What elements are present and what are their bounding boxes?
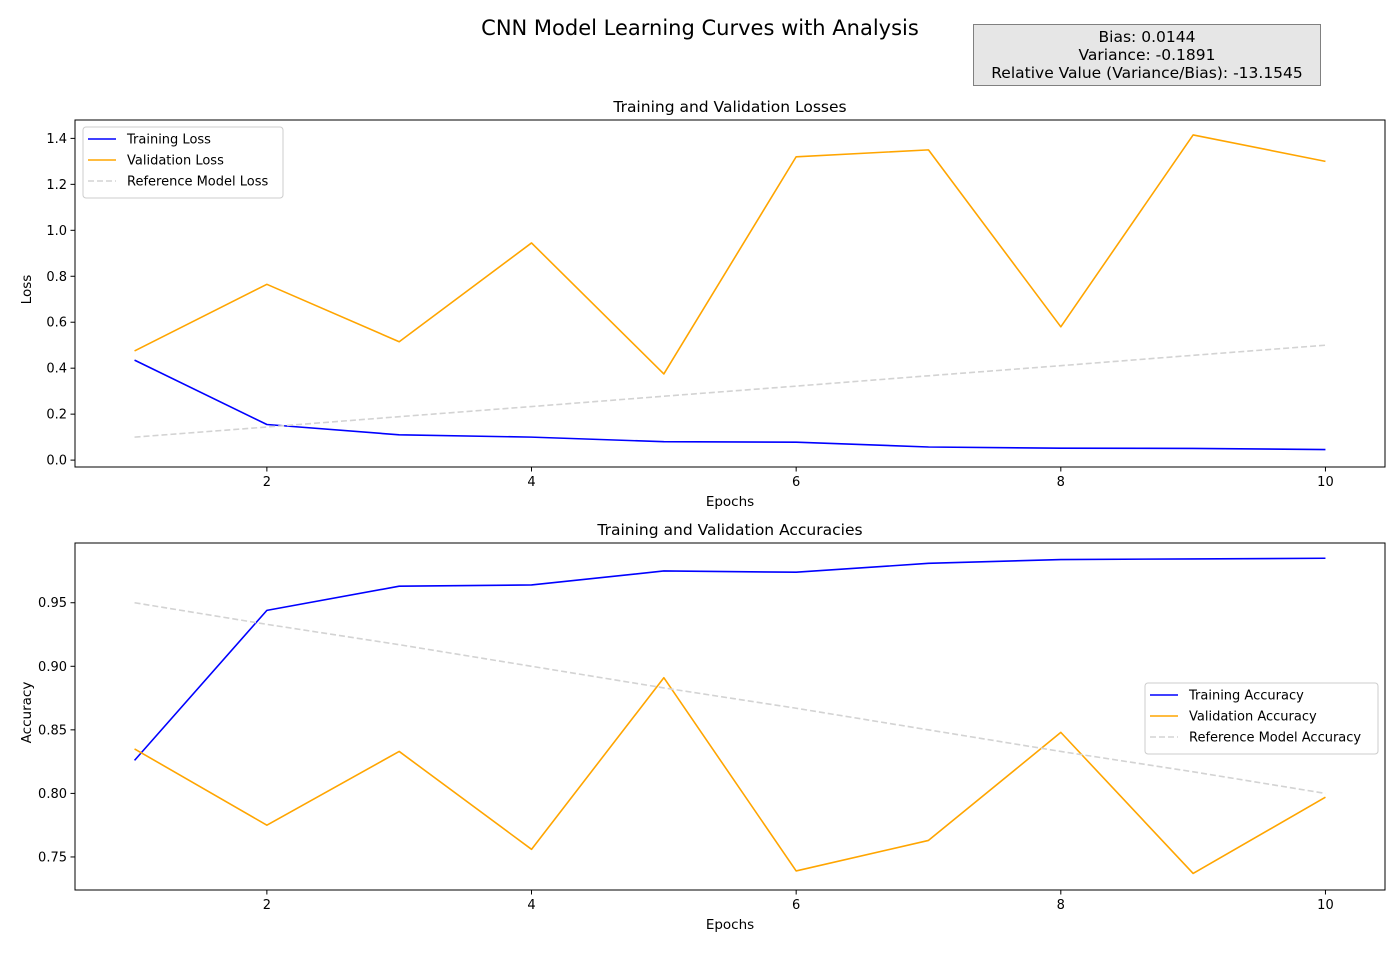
loss-xtick-label: 6	[792, 475, 800, 490]
acc-ytick-label: 0.90	[38, 660, 67, 675]
loss-ytick-label: 1.2	[46, 178, 67, 193]
loss-ytick-label: 1.4	[46, 132, 67, 147]
acc-legend-label-validation-accuracy: Validation Accuracy	[1189, 710, 1317, 725]
loss-ytick-label: 0.4	[46, 362, 67, 377]
loss-legend-label-validation-loss: Validation Loss	[127, 154, 224, 169]
acc-series-reference-model-accuracy	[134, 601, 1326, 795]
loss-chart-title: Training and Validation Losses	[612, 98, 846, 116]
loss-legend-label-reference-model-loss: Reference Model Loss	[127, 175, 269, 190]
loss-ytick-label: 0.6	[46, 316, 67, 331]
loss-series-training-loss	[134, 359, 1326, 451]
loss-legend-label-training-loss: Training Loss	[126, 133, 211, 148]
loss-xtick-label: 4	[527, 475, 535, 490]
loss-xtick-label: 2	[263, 475, 271, 490]
acc-xtick-label: 2	[263, 898, 271, 913]
loss-chart: Training and Validation Losses 2 4 6 8 10 0.0 0…	[19, 98, 1386, 510]
acc-ytick-label: 0.80	[38, 787, 67, 802]
loss-xtick-label: 10	[1317, 475, 1334, 490]
loss-ytick-label: 0.2	[46, 408, 67, 423]
acc-ytick-label: 0.85	[38, 723, 67, 738]
acc-legend-label-training-accuracy: Training Accuracy	[1188, 689, 1304, 704]
acc-xtick-label: 10	[1317, 898, 1334, 913]
acc-series-validation-accuracy	[134, 676, 1326, 875]
bias-variance-stats-box: Bias: 0.0144 Variance: -0.1891 Relative …	[973, 24, 1321, 86]
acc-y-axis-label: Accuracy	[19, 682, 35, 744]
variance-text: Variance: -0.1891	[1078, 46, 1216, 64]
acc-legend-label-reference-model-accuracy: Reference Model Accuracy	[1189, 731, 1361, 746]
accuracy-chart: Training and Validation Accuracies 2 4 6 8 10…	[19, 521, 1386, 933]
acc-series-training-accuracy	[133, 557, 1326, 761]
acc-legend-box	[1144, 682, 1379, 755]
acc-x-axis-label: Epochs	[706, 917, 754, 933]
loss-ytick-label: 0.8	[46, 270, 67, 285]
bias-text: Bias: 0.0144	[1098, 28, 1196, 46]
acc-xtick-label: 8	[1057, 898, 1065, 913]
figure-title: CNN Model Learning Curves with Analysis	[481, 16, 919, 40]
loss-y-axis-label: Loss	[19, 275, 35, 305]
acc-xtick-label: 6	[792, 898, 800, 913]
acc-legend: Training Accuracy Validation Accuracy Refe…	[1144, 682, 1379, 755]
acc-ytick-label: 0.75	[38, 850, 67, 865]
loss-series-reference-model-loss	[134, 344, 1326, 438]
loss-ytick-label: 0.0	[46, 454, 67, 469]
loss-xtick-label: 8	[1057, 475, 1065, 490]
loss-series-validation-loss	[134, 134, 1326, 375]
loss-axes-frame	[74, 119, 1386, 468]
acc-ytick-label: 0.95	[38, 596, 67, 611]
acc-xtick-label: 4	[527, 898, 535, 913]
acc-axes-frame	[74, 542, 1386, 891]
loss-x-axis-label: Epochs	[706, 494, 754, 510]
acc-chart-title: Training and Validation Accuracies	[596, 521, 862, 539]
loss-legend-box	[82, 126, 284, 199]
relative-value-text: Relative Value (Variance/Bias): -13.1545	[991, 64, 1303, 82]
loss-legend: Training Loss Validation Loss Reference Mo…	[82, 126, 284, 199]
loss-ytick-label: 1.0	[46, 224, 67, 239]
